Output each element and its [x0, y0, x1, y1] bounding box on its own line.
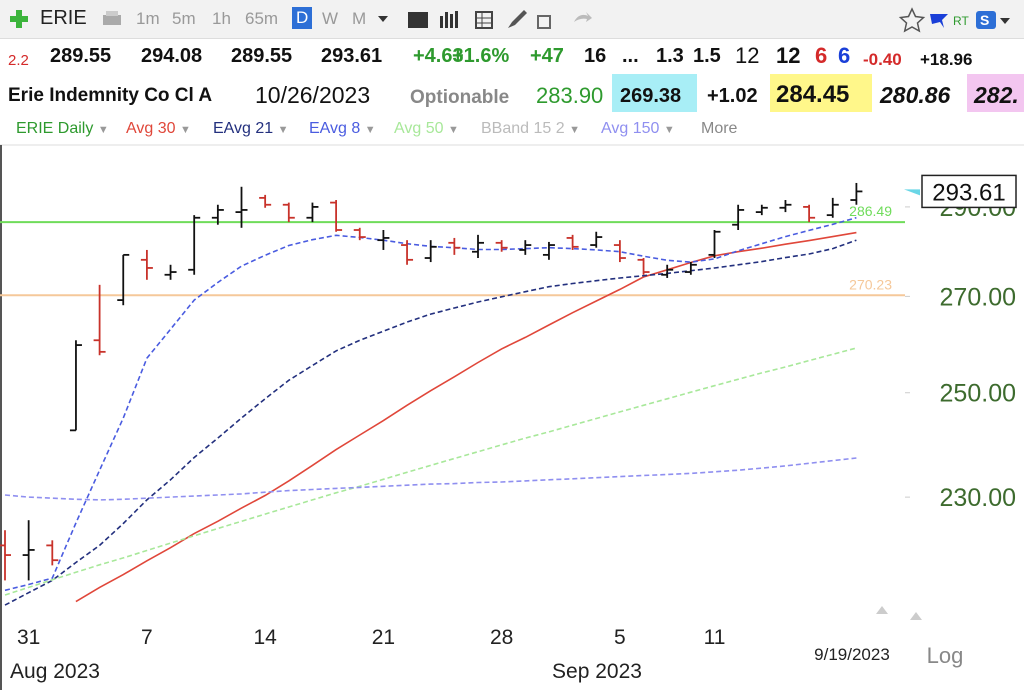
month-label: Sep 2023 — [552, 660, 642, 683]
log-toggle[interactable]: Log — [927, 643, 964, 668]
info-field: 283.90 — [536, 83, 604, 108]
info-field: +1.02 — [707, 85, 758, 107]
optionable: Optionable — [410, 87, 510, 108]
timeframe[interactable]: 65m — [245, 9, 279, 28]
company-name: Erie Indemnity Co Cl A — [8, 85, 213, 106]
timeframe[interactable]: 1m — [136, 9, 160, 28]
moving-average — [4, 457, 857, 501]
toolbar-icons[interactable] — [378, 8, 608, 32]
quote-field: 289.55 — [50, 45, 112, 67]
svg-text:S: S — [980, 12, 989, 28]
legend-entry: EAvg 21 ▼ — [213, 120, 289, 137]
info-field: 284.45 — [776, 81, 850, 108]
add-icon[interactable] — [8, 8, 30, 30]
y-tick-label: 250.00 — [940, 380, 1016, 408]
quote-field: 6 — [838, 43, 851, 68]
quote-field: 6 — [815, 43, 828, 68]
info-field: 282. — [974, 82, 1019, 108]
moving-average — [75, 231, 857, 603]
x-tick-label: 11 — [704, 626, 726, 649]
toolbar: ERIE 1m 5m 1h 65m D W M RT S — [0, 0, 1024, 39]
last-price-box — [921, 174, 1017, 209]
moving-average — [4, 347, 857, 596]
y-tick-label: 270.00 — [940, 283, 1016, 311]
horizontal-line-label: 270.23 — [849, 276, 892, 292]
moving-average — [4, 239, 857, 606]
highlight — [770, 74, 872, 112]
date: 10/26/2023 — [255, 82, 371, 108]
quote-field: 1.3 — [656, 45, 684, 67]
quote-field: 289.55 — [231, 45, 293, 67]
quote-field: +4.63 — [413, 45, 464, 67]
printer-icon[interactable] — [100, 9, 124, 29]
status-icons[interactable]: RT S — [898, 6, 1018, 34]
x-tick-label: 28 — [490, 626, 513, 649]
highlight — [612, 74, 697, 112]
quote-field: +18.96 — [920, 50, 973, 69]
quote-field: 2.2 — [8, 52, 29, 69]
last-price-pointer — [904, 189, 920, 196]
axis: 230.00250.00270.00290.00293.613171421285… — [10, 174, 1017, 683]
last-price-label: 293.61 — [932, 179, 1005, 206]
quote-field: 12 — [735, 43, 760, 68]
moving-average — [4, 216, 857, 592]
x-tick-label: 5 — [614, 626, 626, 649]
timeframe[interactable]: 1h — [212, 9, 231, 28]
last-date: 9/19/2023 — [814, 645, 890, 664]
quote-field: 293.61 — [321, 45, 383, 67]
x-tick-label: 14 — [253, 626, 277, 649]
timeframe[interactable]: 5m — [172, 9, 196, 28]
legend-entry: Avg 50 ▼ — [394, 120, 459, 137]
symbol[interactable]: ERIE — [40, 7, 87, 29]
plot-area: 286.49 270.23 — [0, 182, 905, 606]
quote-field: +47 — [530, 45, 564, 67]
legend-more: More — [701, 120, 738, 137]
legend-entry: ERIE Daily ▼ — [16, 120, 109, 137]
quote-field: 294.08 — [141, 45, 203, 67]
timeframe-active[interactable]: D — [292, 7, 313, 29]
quote-field: -0.40 — [863, 50, 902, 69]
timeframe[interactable]: W — [322, 9, 339, 28]
info-field: 280.86 — [880, 82, 951, 108]
y-tick-label: 230.00 — [940, 484, 1016, 512]
legend-entry: EAvg 8 ▼ — [309, 120, 376, 137]
horizontal-line-label: 286.49 — [849, 203, 892, 219]
legend-entry: BBand 15 2 ▼ — [481, 120, 580, 137]
quote-field: +1.6% — [452, 45, 510, 67]
info-field: 269.38 — [620, 85, 682, 107]
quote-field: ... — [622, 45, 639, 67]
svg-text:RT: RT — [953, 14, 969, 28]
x-tick-label: 21 — [372, 626, 395, 649]
timeframe[interactable]: M — [352, 9, 367, 28]
x-tick-label: 7 — [141, 626, 153, 649]
x-tick-label: 31 — [17, 626, 40, 649]
quote-field: 16 — [584, 45, 607, 67]
highlight — [967, 74, 1024, 112]
month-label: Aug 2023 — [10, 660, 100, 683]
legend-entry: Avg 150 ▼ — [601, 120, 675, 137]
quote-field: 12 — [776, 43, 801, 68]
legend-entry: Avg 30 ▼ — [126, 120, 191, 137]
quote-field: 1.5 — [693, 45, 721, 67]
scroll-arrows — [876, 606, 922, 620]
